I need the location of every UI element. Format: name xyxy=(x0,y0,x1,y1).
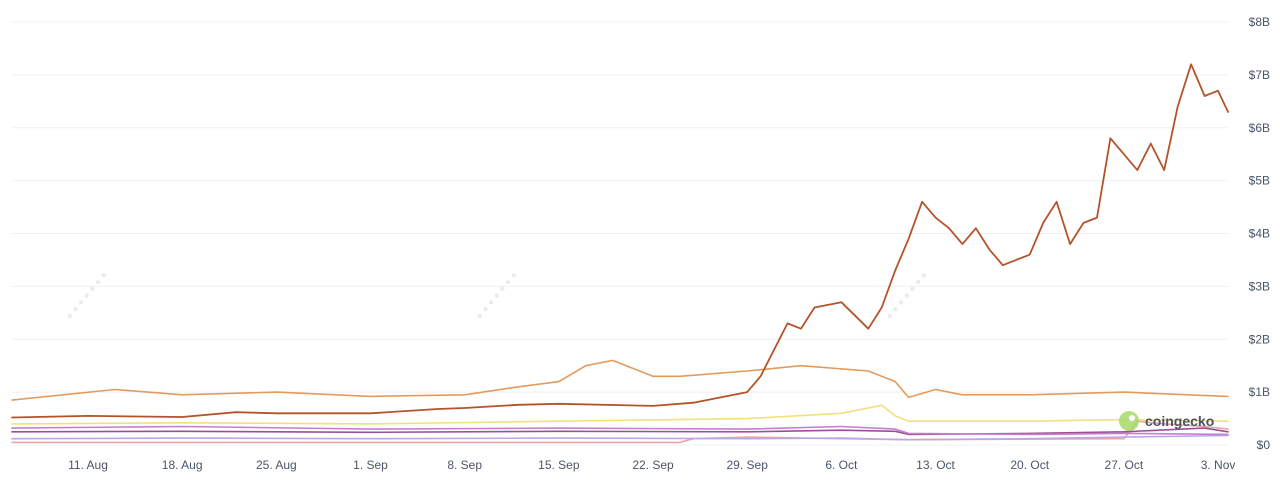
x-tick-label: 18. Aug xyxy=(162,458,203,472)
y-tick-label: $3B xyxy=(1249,279,1270,293)
y-tick-label: $5B xyxy=(1249,174,1270,188)
x-tick-label: 22. Sep xyxy=(632,458,674,472)
series-line-5 xyxy=(11,434,1229,441)
coingecko-watermark: coingecko xyxy=(1119,411,1214,431)
series-layer xyxy=(11,63,1229,444)
coingecko-wordmark: coingecko xyxy=(1145,413,1214,429)
x-tick-label: 20. Oct xyxy=(1010,458,1049,472)
x-tick-label: 3. Nov xyxy=(1201,458,1236,472)
y-tick-label: $8B xyxy=(1249,15,1270,29)
x-tick-label: 8. Sep xyxy=(447,458,482,472)
y-tick-label: $4B xyxy=(1249,227,1270,241)
x-tick-label: 6. Oct xyxy=(825,458,858,472)
x-tick-label: 27. Oct xyxy=(1105,458,1144,472)
x-axis: 11. Aug 18. Aug 25. Aug 1. Sep 8. Sep 15. Sep… xyxy=(68,458,1235,472)
x-tick-label: 15. Sep xyxy=(538,458,580,472)
x-tick-label: 25. Aug xyxy=(256,458,297,472)
series-line-0 xyxy=(11,63,1229,419)
y-tick-label: $1B xyxy=(1249,385,1270,399)
series-line-4 xyxy=(11,427,1229,436)
background-watermark: ● ● ● ● ● ● ● xyxy=(64,270,110,322)
x-tick-label: 1. Sep xyxy=(353,458,388,472)
x-tick-label: 29. Sep xyxy=(727,458,769,472)
coingecko-logo-icon xyxy=(1119,411,1139,431)
y-tick-label: $6B xyxy=(1249,121,1270,135)
x-tick-label: 13. Oct xyxy=(916,458,955,472)
coingecko-logo-eye-icon xyxy=(1129,415,1135,421)
background-watermark: ● ● ● ● ● ● ● xyxy=(474,270,520,322)
y-tick-label: $2B xyxy=(1249,332,1270,346)
background-watermark: ● ● ● ● ● ● ● xyxy=(884,270,930,322)
series-line-3 xyxy=(11,425,1229,436)
y-tick-label: $0 xyxy=(1257,438,1271,452)
watermark-layer: ● ● ● ● ● ● ● ● ● ● ● ● ● ● ● ● ● ● ● ● ● xyxy=(64,270,930,322)
x-tick-label: 11. Aug xyxy=(68,458,108,472)
series-line-1 xyxy=(11,359,1229,401)
grid-lines xyxy=(12,21,1228,446)
series-line-2 xyxy=(11,404,1229,425)
y-axis: $0 $1B $2B $3B $4B $5B $6B $7B $8B xyxy=(1249,15,1271,452)
y-tick-label: $7B xyxy=(1249,68,1270,82)
